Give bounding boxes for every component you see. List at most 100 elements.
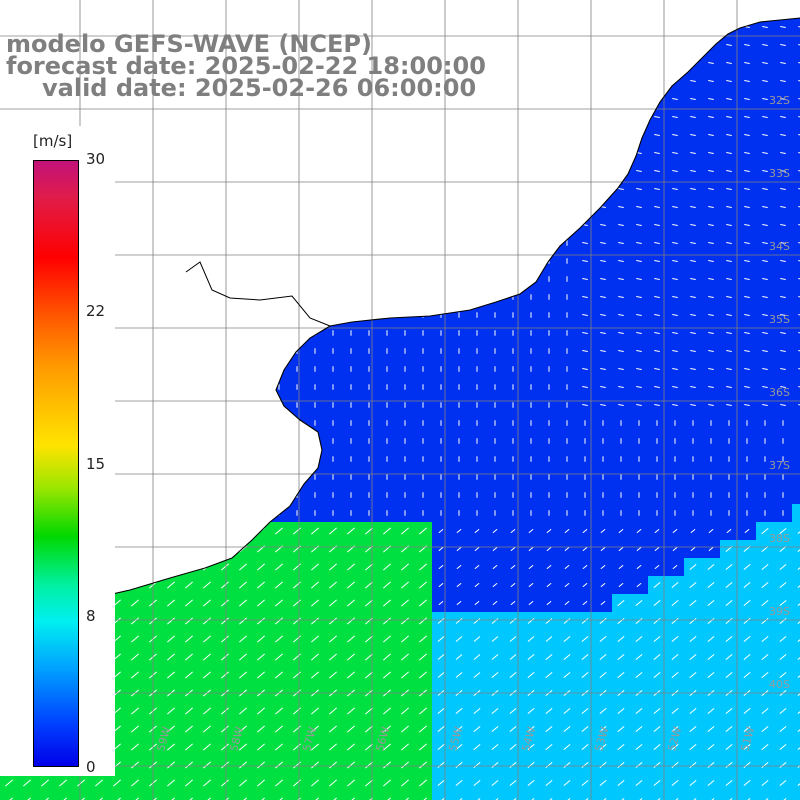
wind-arrow bbox=[456, 582, 462, 588]
wind-arrow bbox=[654, 350, 660, 352]
wind-arrow bbox=[581, 761, 589, 769]
wind-cell bbox=[792, 540, 800, 558]
wind-arrow bbox=[474, 564, 480, 570]
wind-cell bbox=[792, 288, 800, 306]
wind-arrow bbox=[762, 44, 768, 46]
wind-arrow bbox=[798, 368, 800, 370]
wind-cell bbox=[72, 792, 90, 800]
wind-arrow bbox=[599, 779, 607, 787]
wind-arrow bbox=[600, 224, 606, 226]
wind-arrow bbox=[797, 743, 800, 751]
wind-arrow bbox=[474, 600, 480, 606]
wind-arrow bbox=[671, 635, 679, 643]
wind-arrow bbox=[618, 368, 624, 370]
wind-arrow bbox=[202, 797, 212, 800]
wind-arrow bbox=[564, 600, 570, 606]
wind-arrow bbox=[708, 62, 714, 64]
wind-cell bbox=[792, 108, 800, 126]
wind-arrow bbox=[708, 170, 714, 172]
wind-arrow bbox=[762, 314, 768, 316]
wind-arrow bbox=[744, 62, 750, 64]
wind-arrow bbox=[690, 386, 696, 388]
wind-arrow bbox=[798, 26, 800, 28]
wind-arrow bbox=[671, 725, 679, 733]
wind-arrow bbox=[762, 368, 768, 370]
wind-arrow bbox=[726, 44, 732, 46]
wind-arrow bbox=[400, 707, 410, 715]
wind-arrow bbox=[184, 617, 194, 625]
wind-cell bbox=[792, 90, 800, 108]
wind-arrow bbox=[328, 779, 338, 787]
wind-arrow bbox=[744, 368, 750, 370]
wind-arrow bbox=[635, 761, 643, 769]
wind-arrow bbox=[600, 350, 606, 352]
wind-arrow bbox=[743, 617, 751, 625]
wind-arrow bbox=[437, 797, 445, 800]
wind-arrow bbox=[797, 779, 800, 787]
wind-arrow bbox=[491, 725, 499, 733]
wind-arrow bbox=[798, 278, 800, 280]
wind-cell bbox=[756, 792, 774, 800]
wind-arrow bbox=[382, 653, 392, 661]
wind-cell bbox=[792, 324, 800, 342]
wind-arrow bbox=[184, 599, 194, 607]
wind-arrow bbox=[292, 653, 302, 661]
wind-arrow bbox=[581, 797, 589, 800]
wind-arrow bbox=[635, 779, 643, 787]
wind-arrow bbox=[166, 725, 176, 733]
wind-arrow bbox=[58, 797, 68, 800]
wind-arrow bbox=[545, 653, 553, 661]
wind-arrow bbox=[672, 134, 678, 136]
wind-arrow bbox=[708, 188, 714, 190]
wind-arrow bbox=[780, 44, 786, 46]
wind-arrow bbox=[220, 797, 230, 800]
wind-arrow bbox=[274, 527, 284, 535]
wind-arrow bbox=[653, 797, 661, 800]
wind-arrow bbox=[202, 599, 212, 607]
wind-arrow bbox=[618, 582, 624, 588]
wind-arrow bbox=[491, 779, 499, 787]
wind-arrow bbox=[328, 635, 338, 643]
wind-arrow bbox=[202, 581, 212, 589]
wind-arrow bbox=[744, 134, 750, 136]
wind-cell bbox=[792, 144, 800, 162]
wind-arrow bbox=[797, 545, 800, 553]
wind-arrow bbox=[274, 635, 284, 643]
wind-arrow bbox=[166, 743, 176, 751]
wind-arrow bbox=[310, 707, 320, 715]
wind-arrow bbox=[527, 725, 535, 733]
wind-arrow bbox=[400, 527, 410, 535]
wind-arrow bbox=[671, 707, 679, 715]
wind-arrow bbox=[744, 242, 750, 244]
wind-arrow bbox=[762, 170, 768, 172]
wind-arrow bbox=[636, 296, 642, 298]
wind-arrow bbox=[780, 116, 786, 118]
wind-arrow bbox=[364, 761, 374, 769]
wind-arrow bbox=[492, 582, 498, 588]
wind-arrow bbox=[455, 797, 463, 800]
wind-arrow bbox=[690, 404, 696, 406]
wind-arrow bbox=[672, 98, 678, 100]
wind-arrow bbox=[780, 278, 786, 280]
wind-cell bbox=[108, 792, 126, 800]
wind-arrow bbox=[689, 761, 697, 769]
wind-arrow bbox=[798, 134, 800, 136]
wind-arrow bbox=[274, 617, 284, 625]
wind-arrow bbox=[346, 797, 356, 800]
wind-cell bbox=[792, 630, 800, 648]
wind-cell bbox=[792, 342, 800, 360]
wind-arrow bbox=[654, 116, 660, 118]
wind-arrow bbox=[654, 242, 660, 244]
wind-arrow bbox=[310, 671, 320, 679]
wind-arrow bbox=[618, 546, 624, 552]
wind-arrow bbox=[600, 386, 606, 388]
wind-arrow bbox=[798, 296, 800, 298]
wind-arrow bbox=[130, 599, 140, 607]
wind-arrow bbox=[761, 581, 769, 589]
wind-cell bbox=[126, 792, 144, 800]
wind-arrow bbox=[654, 224, 660, 226]
wind-arrow bbox=[166, 707, 176, 715]
colorbar-unit: [m/s] bbox=[33, 132, 73, 150]
wind-arrow bbox=[473, 636, 481, 642]
wind-arrow bbox=[491, 797, 499, 800]
